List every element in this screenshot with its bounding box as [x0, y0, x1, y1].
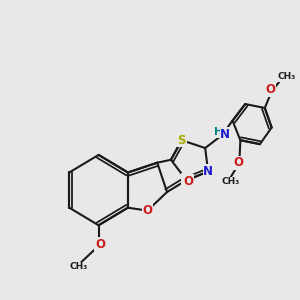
Text: O: O [265, 83, 275, 96]
Text: N: N [182, 174, 192, 187]
Text: CH₃: CH₃ [70, 262, 88, 271]
Text: N: N [220, 128, 230, 141]
Text: O: O [183, 175, 193, 188]
Text: O: O [95, 238, 105, 251]
Text: H: H [214, 128, 223, 137]
Text: S: S [177, 134, 186, 147]
Text: O: O [142, 204, 152, 217]
Text: O: O [233, 156, 243, 169]
Text: N: N [203, 165, 213, 178]
Text: CH₃: CH₃ [221, 177, 240, 186]
Text: CH₃: CH₃ [278, 72, 296, 81]
